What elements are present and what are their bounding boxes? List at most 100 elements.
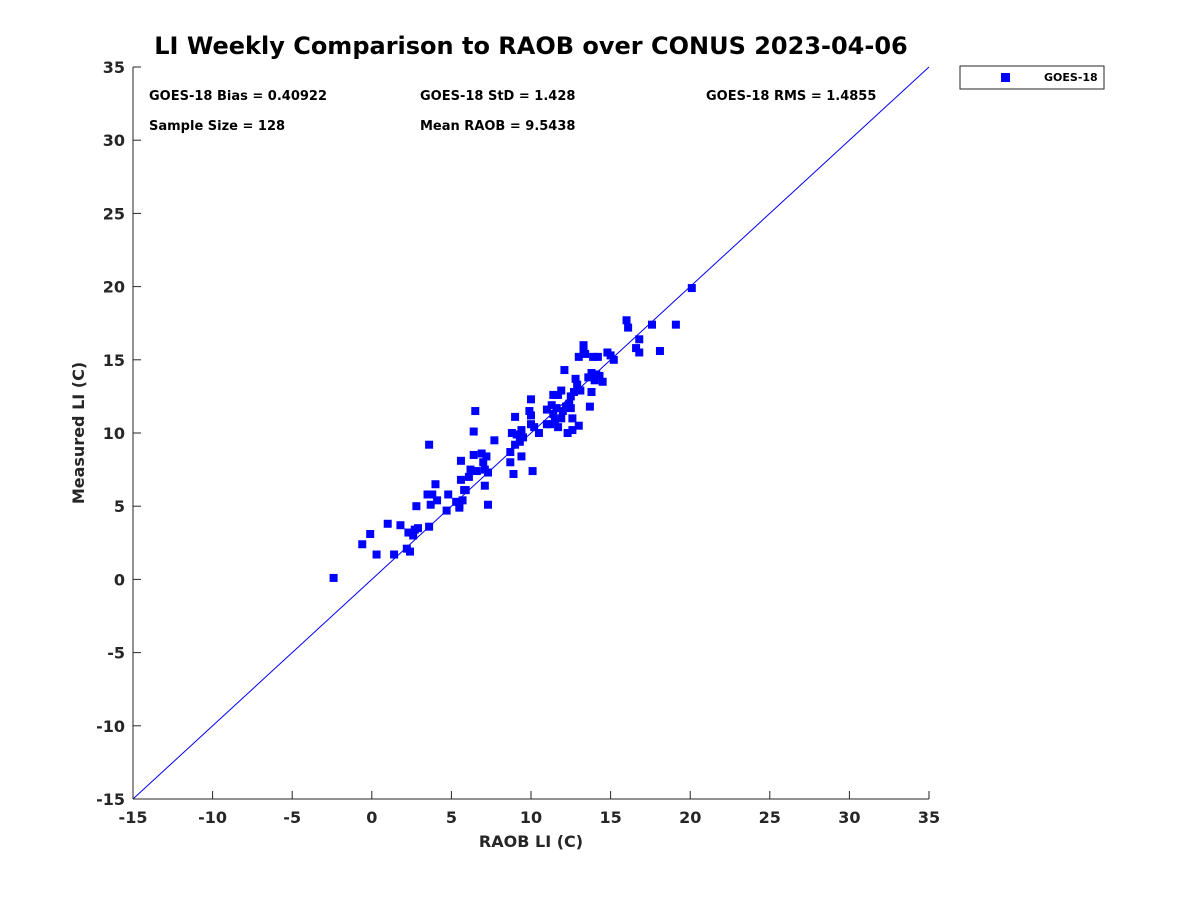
data-point — [587, 368, 596, 377]
data-point — [433, 496, 442, 505]
data-points — [329, 284, 696, 582]
data-point — [687, 284, 696, 293]
data-point — [566, 404, 575, 413]
data-point — [569, 388, 578, 397]
data-point — [598, 377, 607, 386]
data-point — [549, 390, 558, 399]
x-tick-label: 20 — [679, 808, 701, 827]
data-point — [442, 506, 451, 515]
x-tick-label: 15 — [599, 808, 621, 827]
x-axis-label: RAOB LI (C) — [479, 832, 583, 851]
data-point — [458, 496, 467, 505]
data-point — [581, 349, 590, 358]
data-point — [554, 390, 563, 399]
data-point — [558, 407, 567, 416]
y-tick-label: 20 — [103, 278, 125, 297]
data-point — [455, 500, 464, 509]
data-point — [412, 502, 421, 511]
data-point — [550, 417, 559, 426]
data-point — [595, 371, 604, 380]
data-point — [469, 427, 478, 436]
data-point — [590, 376, 599, 385]
data-point — [490, 436, 499, 445]
data-point — [517, 452, 526, 461]
data-point — [480, 481, 489, 490]
data-point — [568, 414, 577, 423]
x-tick-label: 25 — [759, 808, 781, 827]
y-axis-ticks: -15 -10 -5 0 5 10 15 20 25 30 35 — [96, 58, 141, 809]
data-point — [423, 490, 432, 499]
data-point — [525, 407, 534, 416]
data-point — [329, 573, 338, 582]
data-point — [534, 429, 543, 437]
x-tick-label: -10 — [198, 808, 227, 827]
data-point — [383, 519, 392, 528]
y-tick-label: 15 — [103, 351, 125, 370]
bias-stat: GOES-18 Bias = 0.40922 — [149, 89, 327, 104]
x-tick-label: 0 — [366, 808, 377, 827]
x-tick-label: -5 — [283, 808, 301, 827]
one-to-one-reference-line — [132, 66, 930, 800]
data-point — [406, 547, 415, 556]
data-point — [425, 440, 434, 449]
sample-size-stat: Sample Size = 128 — [149, 119, 285, 134]
data-point — [622, 316, 631, 325]
data-point — [506, 458, 515, 467]
legend: GOES-18 — [959, 65, 1105, 90]
plot-area: -15 -10 -5 0 5 10 15 20 25 30 35 -15 -10 -5 0 5 10 15 20 2… — [96, 58, 940, 827]
data-point — [511, 412, 520, 421]
reference-line — [132, 66, 930, 800]
data-point — [647, 320, 656, 329]
data-point — [574, 352, 583, 361]
data-point — [509, 469, 518, 478]
y-axis-label: Measured LI (C) — [69, 362, 88, 504]
data-point — [426, 500, 435, 509]
legend-box — [959, 65, 1105, 90]
y-tick-label: 5 — [114, 497, 125, 516]
data-point — [428, 490, 437, 499]
y-tick-label: -15 — [96, 790, 125, 809]
data-point — [587, 388, 596, 397]
data-point — [479, 458, 488, 467]
data-point — [515, 437, 524, 446]
data-point — [396, 521, 405, 530]
data-point — [404, 528, 413, 537]
data-point — [566, 392, 575, 401]
data-point — [549, 409, 558, 418]
data-point — [552, 404, 561, 413]
x-axis-ticks: -15 -10 -5 0 5 10 15 20 25 30 35 — [119, 791, 940, 827]
data-point — [547, 401, 556, 410]
data-point — [573, 380, 582, 389]
data-point — [671, 320, 680, 329]
data-point — [517, 426, 526, 435]
data-point — [456, 456, 465, 465]
data-point — [542, 405, 551, 414]
data-point — [461, 486, 470, 495]
std-stat: GOES-18 StD = 1.428 — [420, 89, 575, 104]
legend-entry-goes-18: GOES-18 — [1044, 71, 1098, 84]
data-point — [568, 426, 577, 435]
data-point — [579, 341, 588, 350]
data-point — [557, 414, 566, 423]
data-point — [482, 452, 491, 461]
data-point — [585, 402, 594, 411]
data-point — [431, 480, 440, 489]
data-point — [464, 472, 473, 481]
data-point — [571, 374, 580, 383]
data-point — [579, 345, 588, 354]
data-point — [366, 530, 375, 539]
data-point — [358, 540, 367, 549]
data-point — [469, 450, 478, 459]
data-point — [635, 335, 644, 344]
data-point — [624, 323, 633, 332]
legend-marker-square-icon — [1001, 73, 1010, 82]
data-point — [593, 352, 602, 361]
data-point — [560, 366, 569, 375]
data-point — [456, 475, 465, 484]
data-point — [565, 399, 574, 408]
y-tick-label: 0 — [114, 570, 125, 589]
x-tick-label: 10 — [520, 808, 542, 827]
data-point — [589, 352, 598, 361]
data-point — [527, 395, 535, 404]
